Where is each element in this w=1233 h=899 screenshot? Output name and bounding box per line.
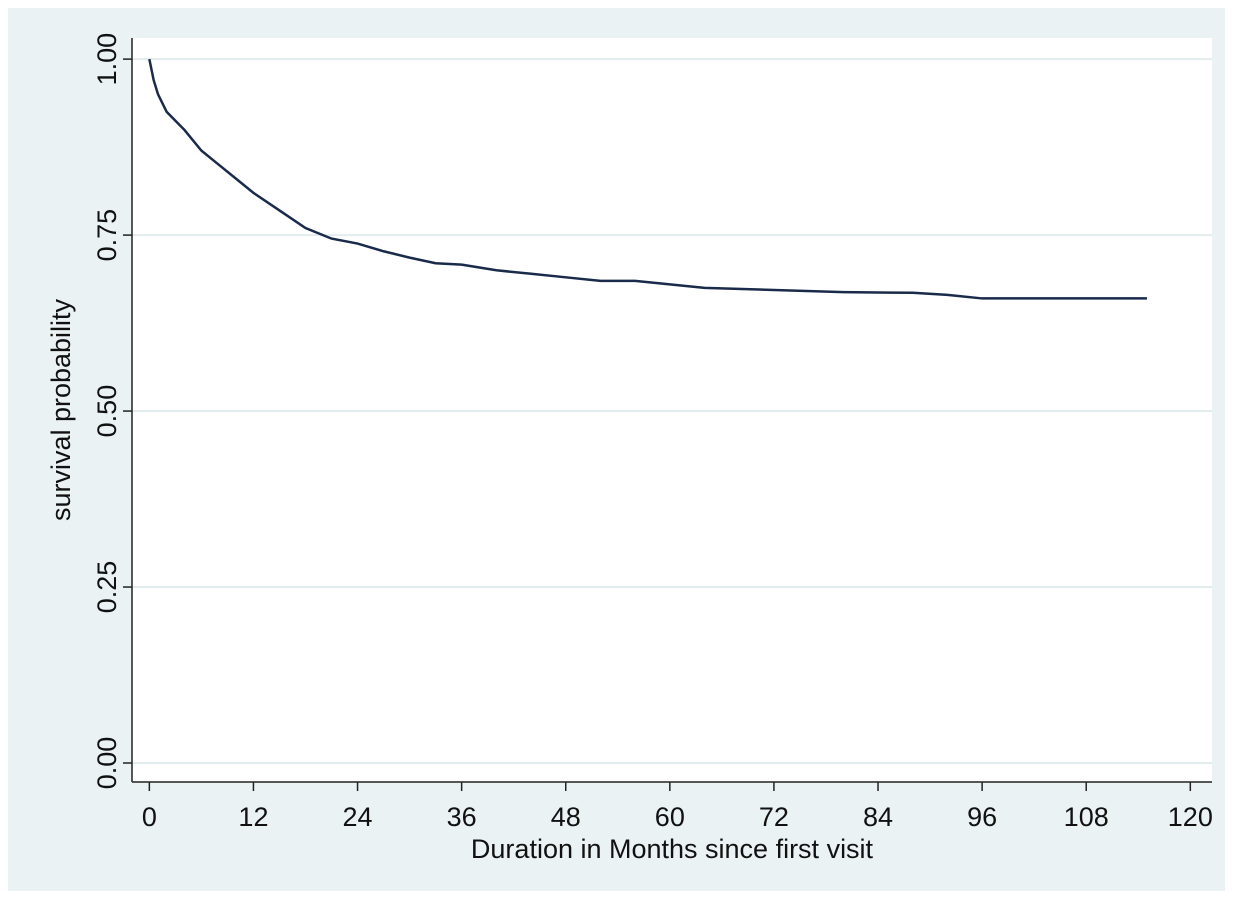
x-tick-label: 108: [1064, 802, 1109, 832]
x-axis-label: Duration in Months since first visit: [471, 834, 874, 864]
y-axis-label: survival probability: [46, 298, 76, 521]
x-tick-label: 120: [1168, 802, 1213, 832]
x-tick-label: 96: [967, 802, 997, 832]
plot-area: [132, 38, 1212, 782]
x-tick-label: 72: [759, 802, 789, 832]
x-tick-label: 48: [551, 802, 581, 832]
x-tick-label: 84: [863, 802, 893, 832]
y-tick-label: 0.25: [92, 561, 122, 614]
y-tick-label: 0.75: [92, 209, 122, 262]
x-tick-label: 60: [655, 802, 685, 832]
survival-line: [148, 58, 1147, 300]
y-tick-label: 0.50: [92, 385, 122, 438]
y-tick-label: 0.00: [92, 737, 122, 790]
y-tick-label: 1.00: [92, 33, 122, 86]
x-tick-label: 12: [238, 802, 268, 832]
x-tick-label: 36: [447, 802, 477, 832]
x-tick-label: 24: [343, 802, 373, 832]
x-tick-label: 0: [142, 802, 157, 832]
